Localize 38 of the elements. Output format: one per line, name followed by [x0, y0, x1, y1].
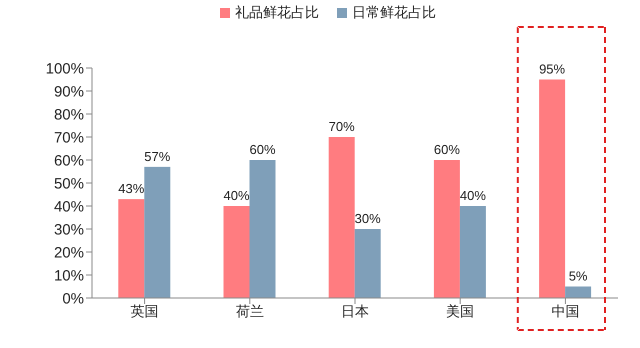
y-tick-label: 10% — [54, 267, 84, 284]
y-tick-label: 90% — [54, 83, 84, 100]
bar — [224, 206, 250, 298]
x-tick-label: 美国 — [446, 302, 474, 319]
data-label: 43% — [118, 181, 145, 196]
bar — [434, 160, 460, 298]
y-tick-label: 30% — [54, 221, 84, 238]
y-tick-label: 100% — [46, 60, 84, 78]
bar — [118, 199, 144, 298]
y-tick-label: 60% — [54, 152, 84, 170]
x-tick-label: 英国 — [130, 302, 159, 319]
y-tick-label: 80% — [54, 106, 84, 124]
bar — [565, 286, 592, 298]
bar — [539, 80, 566, 298]
y-tick-label: 50% — [54, 175, 84, 192]
data-label: 40% — [223, 188, 250, 203]
x-tick-label: 中国 — [551, 302, 580, 319]
bar — [250, 160, 276, 298]
y-tick-label: 20% — [54, 244, 84, 262]
data-label: 95% — [539, 62, 566, 76]
data-label: 60% — [434, 142, 460, 157]
x-tick-label: 日本 — [341, 302, 369, 319]
data-label: 57% — [144, 148, 171, 164]
data-label: 40% — [460, 188, 486, 203]
bar — [144, 166, 170, 298]
bar — [328, 137, 355, 298]
bar — [460, 206, 486, 298]
y-tick-label: 40% — [54, 198, 84, 216]
x-tick-label: 荷兰 — [236, 302, 264, 319]
legend-label: 日常鲜花占比 — [351, 4, 436, 22]
data-label: 5% — [568, 268, 588, 284]
y-tick-label: 0% — [62, 290, 84, 308]
y-tick-label: 70% — [54, 129, 84, 146]
data-label: 30% — [354, 211, 382, 226]
legend-label: 礼品鲜花占比 — [234, 4, 319, 22]
data-label: 70% — [328, 119, 356, 134]
data-label: 60% — [249, 142, 276, 157]
bar — [354, 229, 381, 298]
